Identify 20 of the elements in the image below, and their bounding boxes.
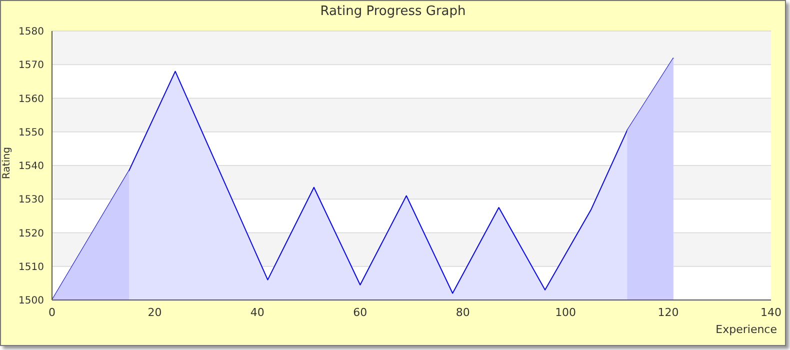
y-tick-label: 1580	[18, 26, 44, 38]
y-tick-label: 1550	[18, 127, 44, 138]
x-tick-label: 120	[658, 306, 679, 319]
x-axis-title: Experience	[716, 323, 777, 336]
y-tick-label: 1530	[18, 194, 44, 206]
y-tick-label: 1570	[18, 60, 44, 72]
x-tick-label: 60	[353, 306, 368, 319]
x-tick-label: 100	[555, 306, 576, 319]
x-tick-label: 20	[148, 306, 162, 319]
y-tick-label: 1500	[18, 296, 44, 307]
x-tick-label: 0	[48, 306, 56, 319]
chart-title: Rating Progress Graph	[319, 4, 467, 19]
y-tick-label: 1520	[18, 228, 44, 240]
y-tick-label: 1510	[18, 262, 44, 273]
x-tick-label: 80	[456, 306, 470, 319]
x-tick-label: 40	[250, 306, 264, 319]
x-tick-label: 140	[760, 306, 782, 319]
y-tick-label: 1540	[18, 161, 44, 172]
y-tick-label: 1560	[18, 94, 44, 105]
y-axis-title: Rating	[2, 146, 12, 180]
